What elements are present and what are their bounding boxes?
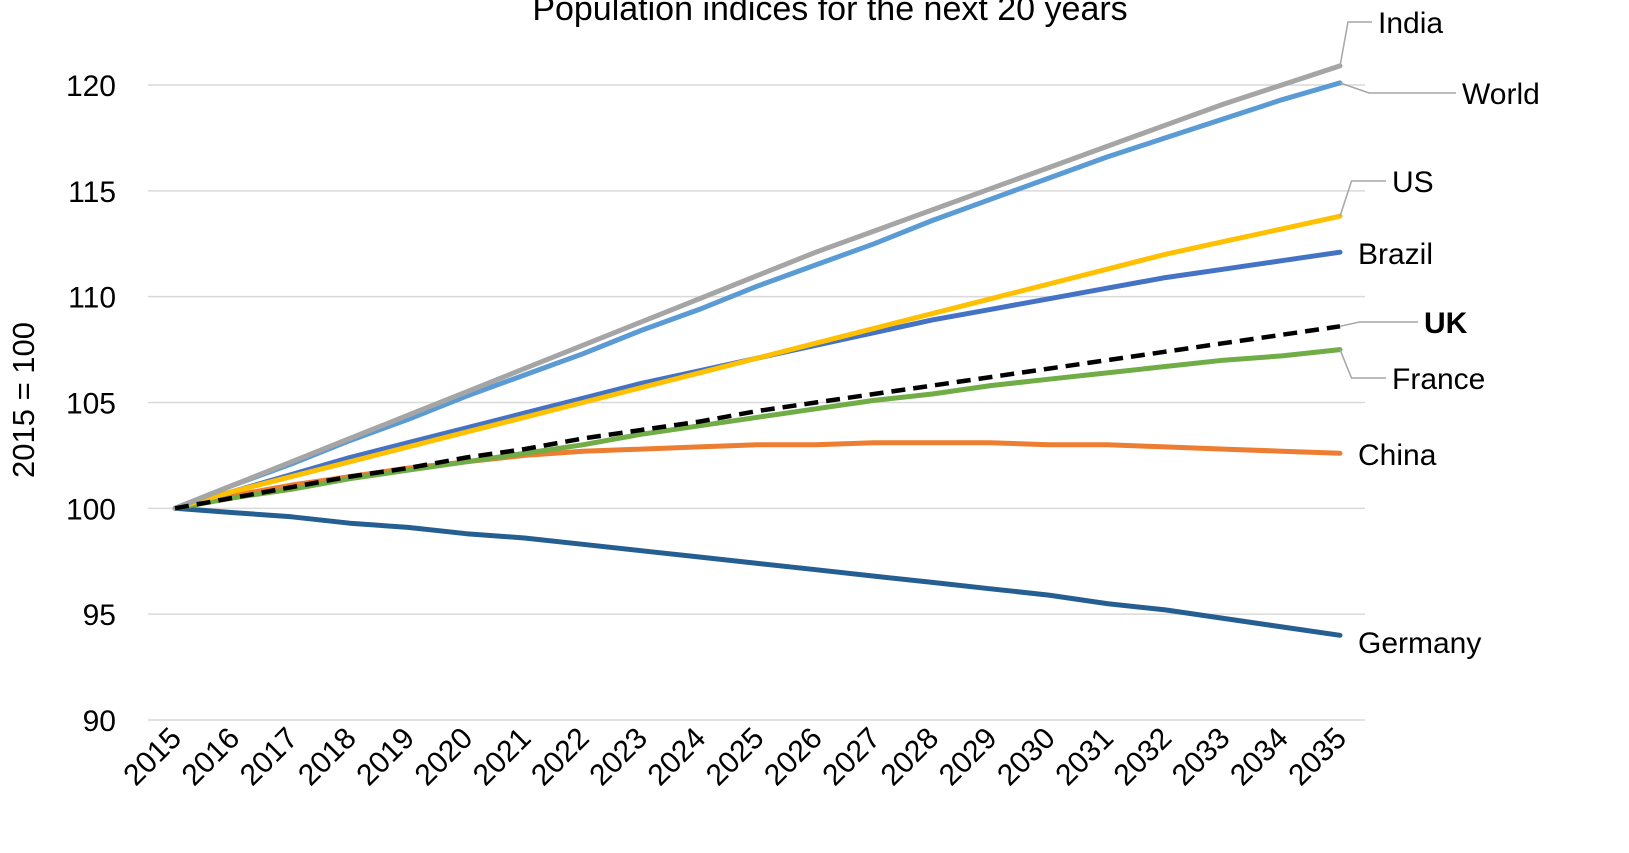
gridlines — [148, 84, 1365, 721]
leader-line-us — [1339, 180, 1386, 217]
series-label-china: China — [1358, 439, 1437, 472]
series-label-france: France — [1392, 363, 1485, 396]
y-axis-label: 2015 = 100 — [6, 322, 41, 478]
series-label-brazil: Brazil — [1358, 238, 1433, 271]
x-tick-label: 2018 — [292, 722, 363, 793]
x-tick-label: 2022 — [525, 722, 596, 793]
leader-line-india — [1339, 21, 1372, 67]
x-tick-label: 2032 — [1108, 722, 1179, 793]
series-label-india: India — [1378, 7, 1443, 40]
leader-line-france — [1339, 349, 1386, 379]
series-line-world — [172, 80, 1343, 511]
series-label-germany: Germany — [1358, 627, 1481, 660]
x-tick-labels: 2015201620172018201920202021202220232024… — [117, 722, 1353, 793]
series-line-india — [172, 63, 1343, 511]
x-tick-label: 2025 — [700, 722, 771, 793]
x-tick-label: 2034 — [1224, 722, 1295, 793]
series-lines — [172, 63, 1343, 638]
y-tick-label: 110 — [68, 282, 116, 315]
x-tick-label: 2017 — [234, 722, 305, 793]
series-line-germany — [172, 505, 1343, 638]
x-tick-label: 2020 — [409, 722, 480, 793]
x-tick-label: 2028 — [875, 722, 946, 793]
y-tick-label: 90 — [83, 705, 116, 738]
series-labels: India World US Brazil UK France China Germany — [1339, 7, 1540, 660]
x-tick-label: 2026 — [758, 722, 829, 793]
y-tick-label: 100 — [66, 493, 116, 526]
x-tick-label: 2015 — [117, 722, 188, 793]
y-tick-labels: 90 95 100 105 110 115 120 — [66, 70, 116, 738]
leader-line-uk — [1339, 321, 1418, 328]
chart-title: Population indices for the next 20 years — [532, 0, 1127, 28]
x-tick-label: 2023 — [583, 722, 654, 793]
x-tick-label: 2027 — [816, 722, 887, 793]
x-tick-label: 2031 — [1049, 722, 1120, 793]
x-tick-label: 2024 — [642, 722, 713, 793]
series-line-brazil — [172, 249, 1343, 511]
x-tick-label: 2035 — [1282, 722, 1353, 793]
y-tick-label: 105 — [66, 388, 116, 421]
series-line-france — [172, 347, 1343, 511]
x-tick-label: 2021 — [467, 722, 538, 793]
x-tick-label: 2033 — [1166, 722, 1237, 793]
y-tick-label: 115 — [68, 176, 116, 209]
x-tick-label: 2029 — [933, 722, 1004, 793]
series-label-uk: UK — [1424, 307, 1468, 340]
series-label-world: World — [1462, 78, 1540, 111]
x-tick-label: 2030 — [991, 722, 1062, 793]
y-tick-label: 120 — [66, 70, 116, 103]
x-tick-label: 2019 — [350, 722, 421, 793]
leader-line-world — [1339, 82, 1456, 94]
series-line-us — [172, 213, 1343, 511]
x-tick-label: 2016 — [176, 722, 247, 793]
y-tick-label: 95 — [83, 599, 116, 632]
series-label-us: US — [1392, 166, 1434, 199]
